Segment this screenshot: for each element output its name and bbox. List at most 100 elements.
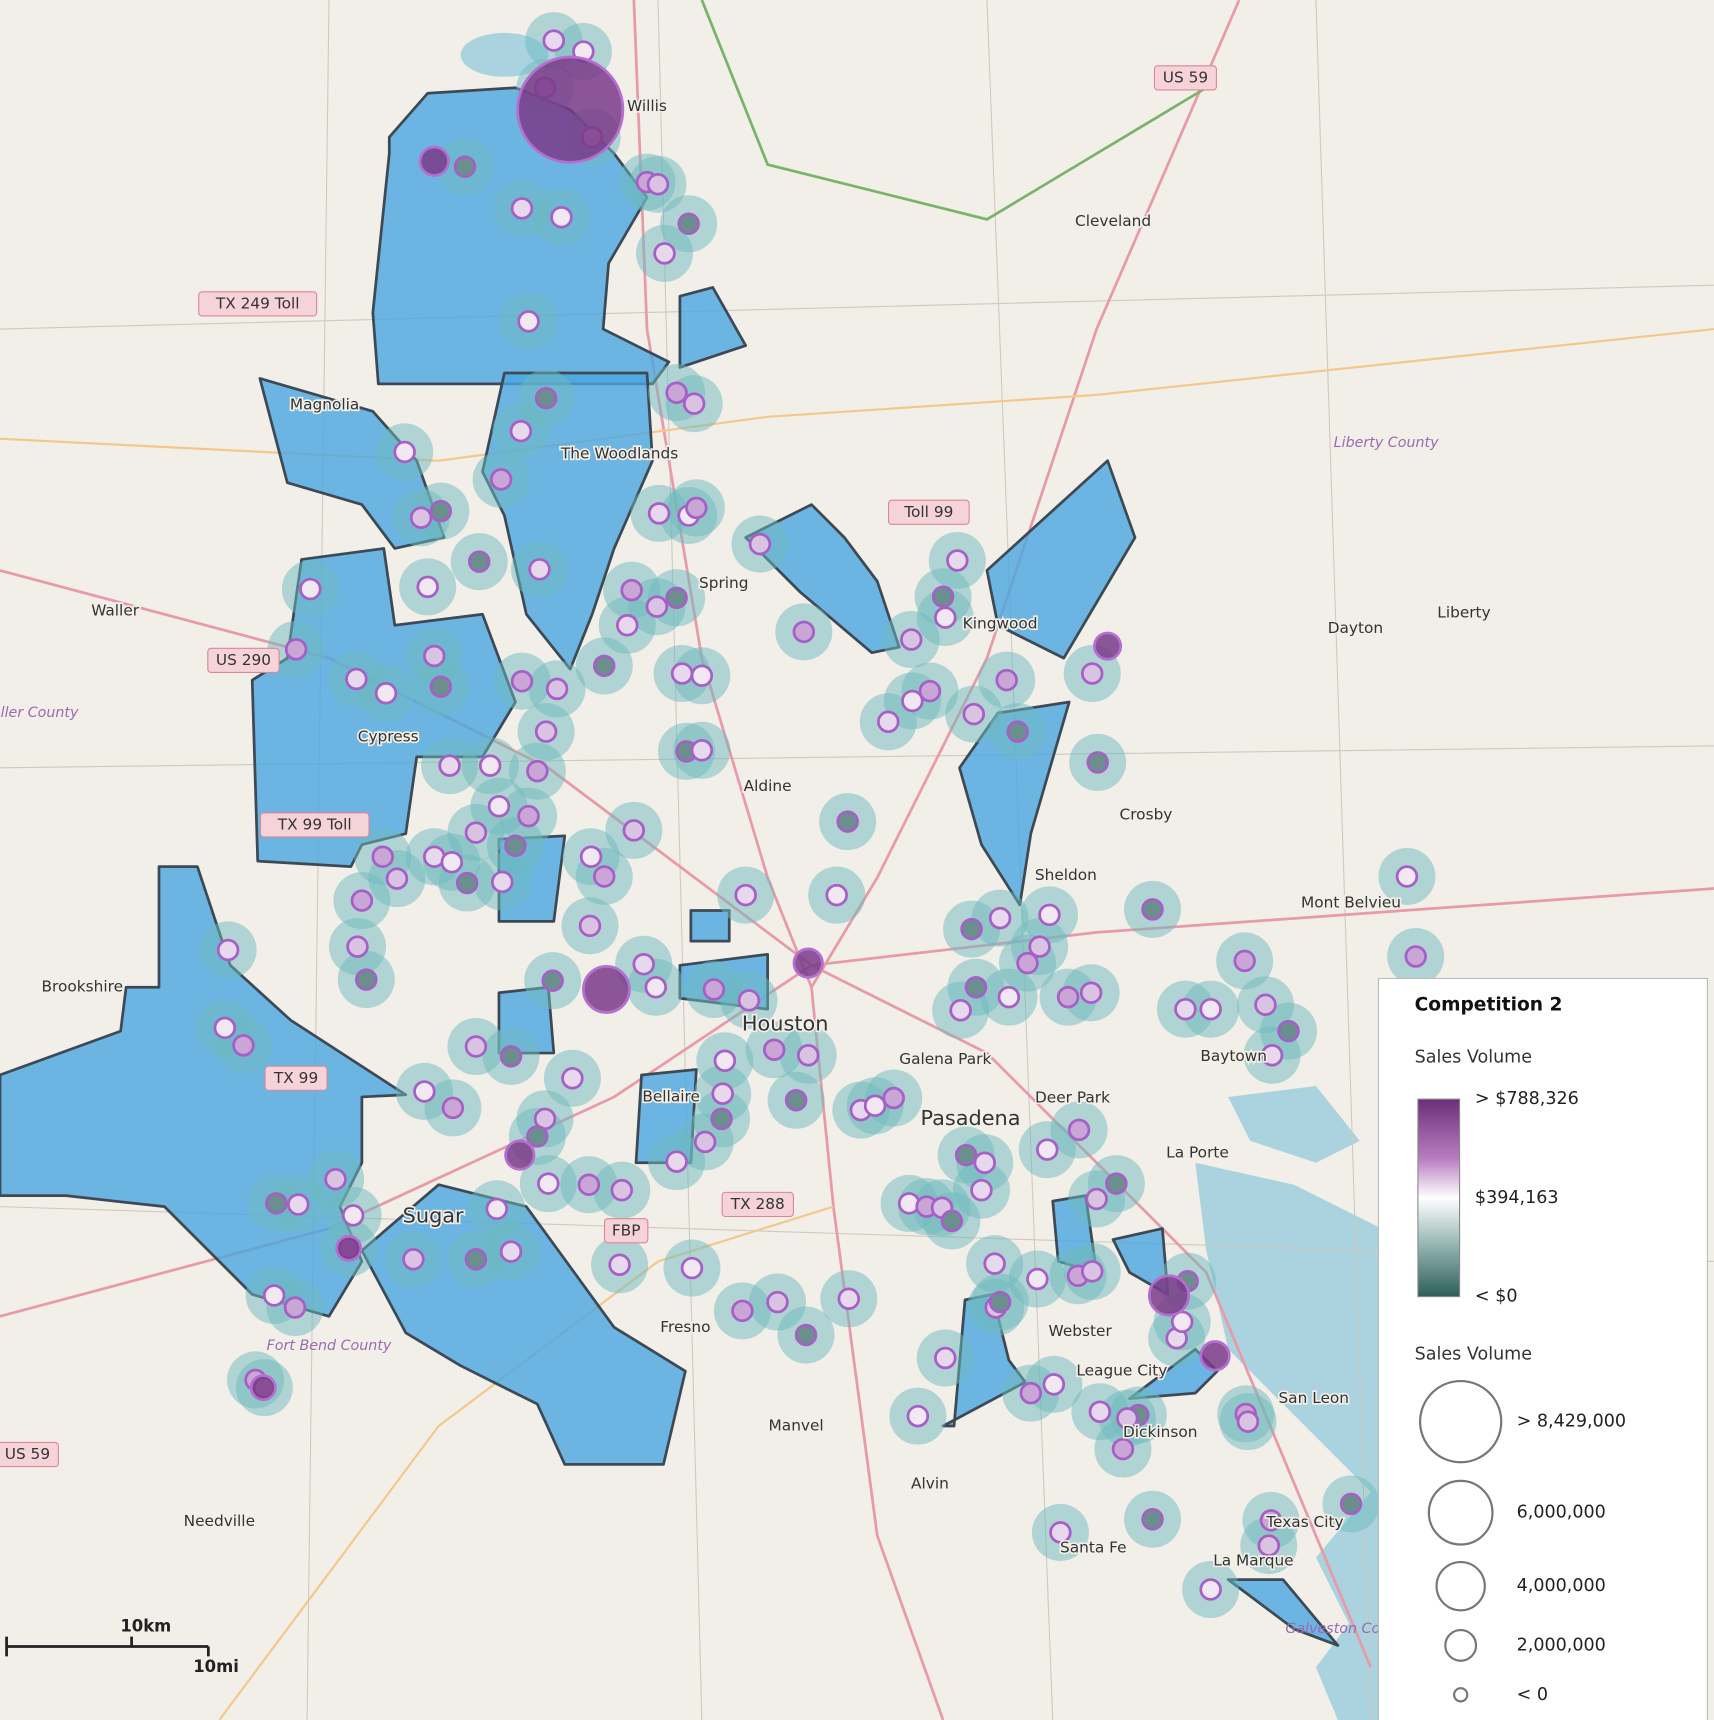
bubble xyxy=(429,675,453,698)
bubble xyxy=(453,155,477,178)
bubble xyxy=(837,1287,861,1311)
bubble xyxy=(499,1240,523,1263)
bubble xyxy=(283,1296,307,1319)
bubble xyxy=(964,976,988,999)
bubble xyxy=(350,889,374,912)
bubble xyxy=(438,754,461,777)
size-swatch xyxy=(1419,1379,1503,1464)
bubble xyxy=(702,978,726,1001)
size-label: 6,000,000 xyxy=(1517,1503,1606,1523)
place-label: League City xyxy=(1076,1362,1167,1380)
bubble xyxy=(1006,720,1029,743)
bubble xyxy=(918,679,942,703)
bubble xyxy=(616,614,639,637)
bubble xyxy=(299,577,322,601)
place-label: Cleveland xyxy=(1075,212,1151,230)
bubble xyxy=(620,578,643,602)
bubble-large xyxy=(582,965,631,1014)
bubble xyxy=(934,606,957,629)
bubble xyxy=(345,667,368,691)
bubble xyxy=(960,917,983,941)
bubble xyxy=(1404,945,1427,968)
bubble xyxy=(1233,949,1256,973)
bubble xyxy=(737,989,761,1012)
road-label: US 290 xyxy=(216,651,271,669)
place-label: Bellaire xyxy=(642,1087,700,1105)
bubble xyxy=(946,549,969,572)
size-label: > 8,429,000 xyxy=(1517,1412,1626,1432)
bubble xyxy=(940,1209,964,1233)
bubble xyxy=(710,1107,733,1131)
bubble xyxy=(385,867,409,890)
bubble xyxy=(794,1323,818,1347)
bubble xyxy=(526,1125,549,1148)
place-label: La Porte xyxy=(1166,1143,1229,1161)
bubble xyxy=(825,883,848,907)
place-label: Santa Fe xyxy=(1060,1538,1127,1556)
bubble xyxy=(973,1151,996,1174)
place-label: Sugar xyxy=(403,1204,464,1228)
place-label: Crosby xyxy=(1120,806,1173,824)
bubble xyxy=(906,1404,930,1428)
bubble xyxy=(509,419,533,443)
bubble xyxy=(542,29,566,52)
bubble xyxy=(441,1096,465,1120)
place-label: Pasadena xyxy=(920,1106,1020,1130)
bubble xyxy=(1086,751,1109,774)
place-label: Waller xyxy=(91,601,140,619)
size-scale-title: Sales Volume xyxy=(1415,1345,1532,1365)
bubble xyxy=(265,1192,288,1215)
bubble-large xyxy=(792,947,824,979)
color-label: > $788,326 xyxy=(1475,1089,1579,1109)
bubble xyxy=(1141,898,1164,921)
place-label: Dayton xyxy=(1328,619,1383,637)
place-label: Fresno xyxy=(660,1318,710,1336)
bubble xyxy=(665,381,688,404)
bubbles xyxy=(196,12,1445,1618)
place-label: Brookshire xyxy=(41,978,123,996)
bubble xyxy=(416,575,439,599)
bubble xyxy=(690,739,714,762)
bubble xyxy=(988,906,1012,930)
bubble xyxy=(1259,1509,1283,1532)
scale-mi: 10mi xyxy=(193,1657,239,1676)
bubble xyxy=(346,935,369,958)
place-label: Cypress xyxy=(358,728,419,746)
color-ramp xyxy=(1417,1098,1461,1298)
bubble xyxy=(1056,985,1080,1009)
road-shield xyxy=(603,1218,649,1244)
region-label: Fort Bend County xyxy=(267,1338,392,1354)
place-label: Magnolia xyxy=(290,395,359,413)
bubble xyxy=(528,558,551,581)
bubble-large xyxy=(1147,1274,1191,1317)
place-label: The Woodlands xyxy=(560,445,678,463)
bubble xyxy=(1260,1044,1284,1067)
scale-km: 10km xyxy=(120,1616,171,1635)
bubble xyxy=(374,682,398,705)
bubble xyxy=(1049,1521,1072,1544)
bubble xyxy=(970,1178,993,1202)
bubble xyxy=(682,392,706,415)
road-label: US 59 xyxy=(5,1445,50,1463)
size-swatch xyxy=(1427,1479,1494,1546)
bubble xyxy=(1199,997,1222,1021)
bubble xyxy=(464,821,488,844)
bubble xyxy=(1088,1400,1112,1424)
bubble xyxy=(1026,1267,1049,1291)
bubble xyxy=(429,499,453,523)
bubble xyxy=(734,883,757,907)
road-label: TX 249 Toll xyxy=(215,294,300,312)
place-label: Manvel xyxy=(769,1417,824,1435)
bubble-large xyxy=(504,1139,536,1171)
place-label: Webster xyxy=(1049,1322,1113,1340)
road-shield xyxy=(721,1191,794,1218)
bubble xyxy=(287,1193,310,1216)
bubble xyxy=(455,871,479,895)
place-label: Alvin xyxy=(911,1475,949,1493)
bubble xyxy=(665,1150,688,1173)
bubble xyxy=(489,468,513,491)
bubble xyxy=(510,669,534,693)
bubble xyxy=(901,689,924,713)
bubble xyxy=(517,804,540,828)
bubble xyxy=(592,654,616,678)
